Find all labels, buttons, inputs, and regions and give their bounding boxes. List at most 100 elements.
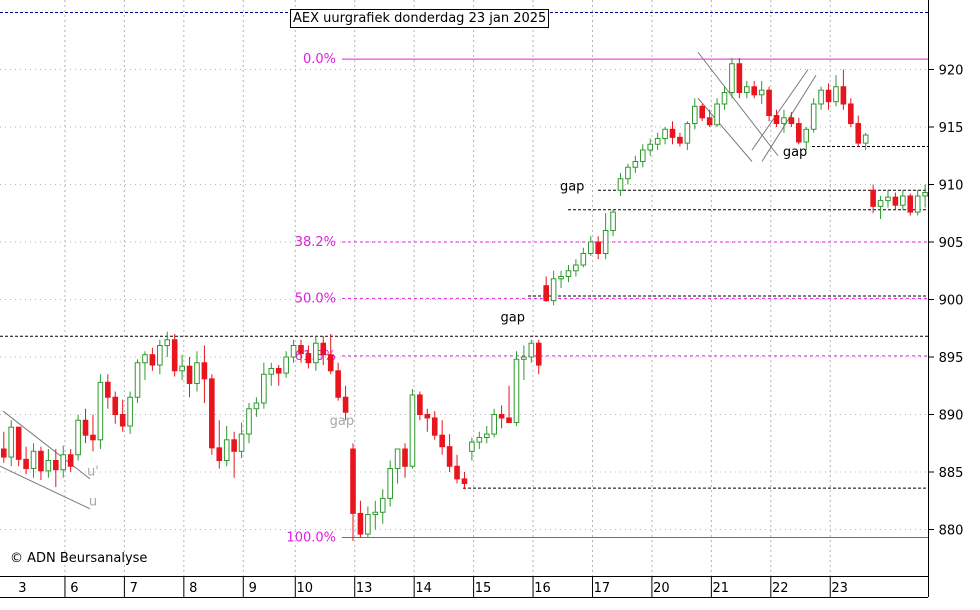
- candle: [922, 184, 928, 208]
- candle: [543, 276, 549, 302]
- candle-body: [677, 136, 683, 144]
- fib-level-label: 50.0%: [295, 291, 336, 306]
- candle: [506, 385, 512, 424]
- candle-body: [223, 439, 230, 461]
- candle: [625, 163, 631, 185]
- y-axis-tick-label: 900: [939, 294, 964, 309]
- candle: [669, 121, 676, 145]
- candle-body: [372, 511, 379, 516]
- candle-body: [714, 103, 720, 126]
- candle: [818, 86, 824, 110]
- candle-body: [810, 103, 817, 130]
- candle: [535, 339, 542, 375]
- x-axis-tick-label: 14: [415, 581, 432, 596]
- candle-body: [491, 414, 497, 435]
- x-axis-tick-label: 13: [356, 581, 373, 596]
- candle: [402, 443, 408, 478]
- candle: [803, 127, 810, 150]
- candle: [379, 489, 386, 524]
- candle: [684, 121, 691, 150]
- candle: [431, 411, 438, 440]
- fib-level-label: 100.0%: [286, 531, 336, 546]
- candle: [565, 265, 572, 283]
- candle: [409, 389, 416, 469]
- candle: [372, 500, 379, 530]
- x-axis-tick-label: 20: [653, 581, 670, 596]
- candle-body: [231, 439, 237, 452]
- candle: [23, 446, 29, 475]
- candle: [45, 449, 52, 478]
- candle-body: [699, 105, 706, 119]
- candle-body: [617, 178, 624, 191]
- candle: [877, 196, 884, 219]
- candle-body: [431, 417, 438, 436]
- candle: [885, 190, 891, 208]
- candle: [766, 86, 772, 122]
- candle: [290, 339, 297, 363]
- candle-body: [587, 241, 594, 254]
- candle-body: [320, 342, 327, 356]
- candle: [313, 336, 319, 371]
- candle: [632, 155, 639, 173]
- candle-body: [796, 123, 802, 143]
- candle: [201, 345, 208, 403]
- candle: [149, 347, 156, 371]
- candle-body: [261, 373, 267, 404]
- candle: [521, 345, 527, 380]
- candle: [342, 385, 349, 421]
- y-axis-tick-label: 885: [939, 466, 964, 481]
- candle: [491, 408, 497, 438]
- candle-body: [379, 497, 386, 513]
- candle-body: [595, 241, 602, 254]
- candle: [744, 81, 750, 99]
- candle: [900, 190, 906, 210]
- candle: [112, 391, 119, 424]
- candle: [327, 334, 334, 375]
- candle-body: [75, 419, 81, 456]
- candle: [261, 362, 267, 409]
- candle: [699, 104, 706, 122]
- candle-body: [268, 368, 275, 375]
- candle-body: [246, 408, 252, 435]
- candle-body: [90, 434, 96, 441]
- candle: [476, 431, 483, 449]
- candle: [848, 98, 854, 127]
- candle: [127, 391, 133, 435]
- candle-body: [870, 189, 876, 207]
- y-axis-tick-label: 895: [939, 351, 964, 366]
- candle-body: [446, 446, 453, 467]
- candle-body: [543, 285, 549, 302]
- candle: [387, 460, 393, 507]
- candle: [53, 449, 59, 487]
- candle: [773, 109, 780, 127]
- candle: [654, 132, 661, 150]
- candle-body: [105, 381, 111, 398]
- candle-body: [461, 478, 468, 484]
- candle: [617, 173, 624, 196]
- candle: [647, 138, 654, 156]
- candle-body: [729, 63, 735, 93]
- candle-body: [803, 128, 810, 143]
- candle: [677, 132, 683, 147]
- x-axis-tick-label: 23: [831, 581, 848, 596]
- candle-body: [253, 402, 260, 410]
- candle: [298, 339, 304, 363]
- candle: [105, 374, 111, 409]
- candle: [8, 420, 15, 467]
- candle-body: [885, 196, 891, 202]
- candle-body: [209, 378, 215, 449]
- candle: [238, 422, 245, 459]
- candle-body: [521, 356, 527, 360]
- candle: [840, 69, 847, 110]
- candle-body: [179, 365, 185, 372]
- candle: [142, 351, 148, 380]
- candle-body: [157, 345, 163, 366]
- candle-body: [766, 89, 772, 116]
- candle-body: [476, 437, 483, 443]
- candle-body: [283, 356, 289, 374]
- candle: [231, 431, 237, 478]
- chart-annotation: gap: [783, 145, 807, 160]
- candle: [157, 339, 163, 375]
- candle: [781, 109, 787, 133]
- candle-body: [602, 230, 609, 254]
